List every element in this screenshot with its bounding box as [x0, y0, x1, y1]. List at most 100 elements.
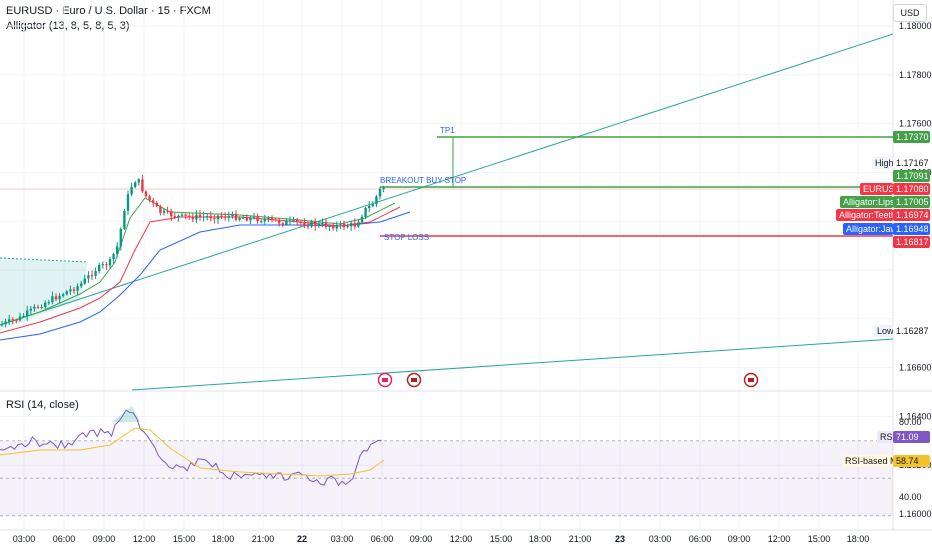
candle-body	[116, 246, 118, 254]
price-tick: 1.16600	[899, 363, 932, 373]
candle-body	[148, 196, 150, 200]
teeth-name: Alligator:Teeth	[839, 210, 896, 220]
candle-body	[361, 217, 363, 222]
time-tick: 18:00	[212, 534, 235, 544]
time-tick: 15:00	[808, 534, 831, 544]
price-tick: 1.17800	[899, 70, 932, 80]
candle-body	[310, 222, 312, 227]
candle-body	[224, 216, 226, 217]
candle-body	[177, 216, 179, 217]
candle-body	[372, 204, 374, 206]
candle-body	[1, 324, 3, 325]
candle-body	[166, 211, 168, 212]
time-tick: 06:00	[371, 534, 394, 544]
candle-body	[37, 307, 39, 308]
candle-body	[120, 229, 122, 247]
candle-body	[62, 294, 64, 296]
rsi-value-label: 71.09	[896, 432, 919, 442]
candle-body	[98, 265, 100, 271]
candle-body	[4, 322, 6, 325]
candle-body	[336, 225, 338, 229]
candle-body	[105, 264, 107, 265]
candle-body	[242, 217, 244, 218]
candle-body	[350, 223, 352, 226]
lightning-event-icon-glyph	[382, 378, 388, 382]
candle-body	[40, 307, 42, 308]
candle-body	[382, 188, 384, 189]
price-tick: 1.18000	[899, 21, 932, 31]
candle-body	[328, 226, 330, 227]
candle-body	[170, 211, 172, 216]
jaw-price-label: 1.16948	[896, 224, 929, 234]
candle-body	[159, 206, 161, 213]
candle-body	[253, 217, 255, 218]
candle-body	[325, 223, 327, 227]
candle-body	[346, 226, 348, 227]
price-tick: 1.17600	[899, 119, 932, 129]
candle-body	[199, 215, 201, 217]
candle-body	[285, 221, 287, 225]
candle-body	[87, 275, 89, 278]
candle-body	[246, 217, 248, 220]
candle-body	[267, 218, 269, 219]
candle-body	[357, 222, 359, 226]
breakout-price-label: 1.17091	[896, 171, 929, 181]
candle-body	[220, 216, 222, 217]
candle-body	[278, 220, 280, 223]
candle-body	[152, 200, 154, 203]
time-tick: 23	[615, 534, 625, 544]
candle-body	[292, 220, 294, 221]
candle-body	[217, 216, 219, 219]
high-label: High	[875, 158, 894, 168]
candle-body	[73, 289, 75, 290]
candle-body	[282, 223, 284, 224]
candle-body	[141, 179, 143, 191]
candle-body	[213, 218, 215, 219]
candle-body	[375, 197, 377, 205]
candle-body	[134, 183, 136, 188]
rsi-tick: 80.00	[899, 417, 922, 427]
time-tick: 18:00	[847, 534, 870, 544]
lips-price-label: 1.17005	[896, 197, 929, 207]
candle-body	[102, 264, 104, 265]
candle-body	[206, 216, 208, 217]
tp-price-label: 1.17370	[896, 132, 929, 142]
candle-body	[138, 179, 140, 182]
candle-body	[274, 219, 276, 220]
time-tick: 09:00	[93, 534, 116, 544]
breakout-annotation: BREAKOUT BUY STOP	[380, 176, 466, 185]
stop-loss-annotation: STOP LOSS	[384, 233, 429, 242]
time-tick: 03:00	[13, 534, 36, 544]
candle-body	[249, 217, 251, 220]
candle-body	[307, 226, 309, 227]
candle-body	[300, 222, 302, 223]
time-tick: 12:00	[768, 534, 791, 544]
tp-annotation: TP1	[440, 126, 455, 135]
candle-body	[271, 218, 273, 220]
candle-body	[19, 316, 21, 320]
time-tick: 21:00	[252, 534, 275, 544]
candle-body	[66, 291, 68, 294]
candle-body	[130, 187, 132, 194]
rsi-tick: 40.00	[899, 492, 922, 502]
candle-body	[156, 203, 158, 207]
candle-body	[202, 217, 204, 218]
candle-body	[343, 224, 345, 227]
candle-body	[26, 311, 28, 316]
candle-body	[238, 218, 240, 220]
price-tick: 1.16000	[899, 509, 932, 519]
candle-body	[368, 206, 370, 208]
low-price-label: 1.16287	[896, 326, 929, 336]
candle-body	[339, 224, 341, 225]
lips-name: Alligator:Lips	[843, 197, 895, 207]
candle-body	[145, 191, 147, 196]
candle-body	[58, 296, 60, 299]
candle-body	[192, 217, 194, 220]
time-tick: 22	[297, 534, 307, 544]
time-tick: 06:00	[689, 534, 712, 544]
candle-body	[318, 224, 320, 226]
time-tick: 18:00	[529, 534, 552, 544]
candle-body	[76, 286, 78, 291]
